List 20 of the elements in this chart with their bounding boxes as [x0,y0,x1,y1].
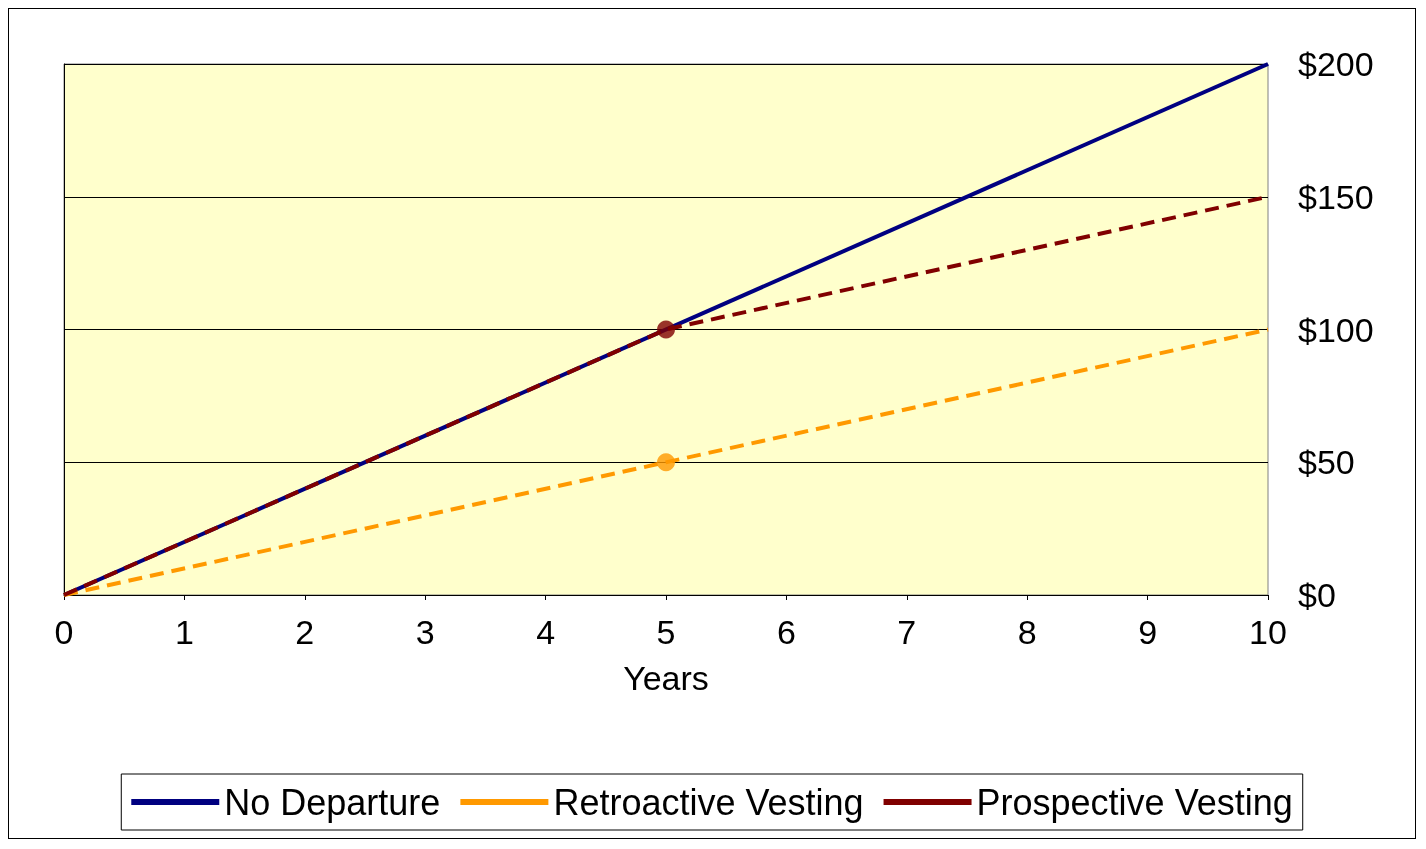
legend-label: Prospective Vesting [976,781,1293,823]
y-tick-label: $50 [1298,443,1355,482]
x-tick-label: 0 [54,613,74,651]
x-tick-label: 9 [1138,613,1158,651]
y-tick-label: $150 [1298,177,1374,216]
x-tick-label: 1 [174,613,194,651]
x-tick-label: 10 [1249,613,1287,651]
y-tick-label: $100 [1298,310,1374,349]
x-tick-label: 3 [415,613,435,651]
y-tick-label: $0 [1298,576,1336,614]
x-tick-label: 7 [897,613,917,651]
x-tick-label: 4 [536,613,556,651]
x-tick-label: 5 [656,613,676,651]
x-tick-label: 8 [1017,613,1037,651]
legend-label: No Departure [224,781,441,823]
y-tick-label: $200 [1298,45,1374,83]
x-axis-title: Years [623,659,709,697]
x-tick-label: 6 [776,613,796,651]
legend-label: Retroactive Vesting [553,781,864,823]
x-tick-label: 2 [295,613,315,651]
